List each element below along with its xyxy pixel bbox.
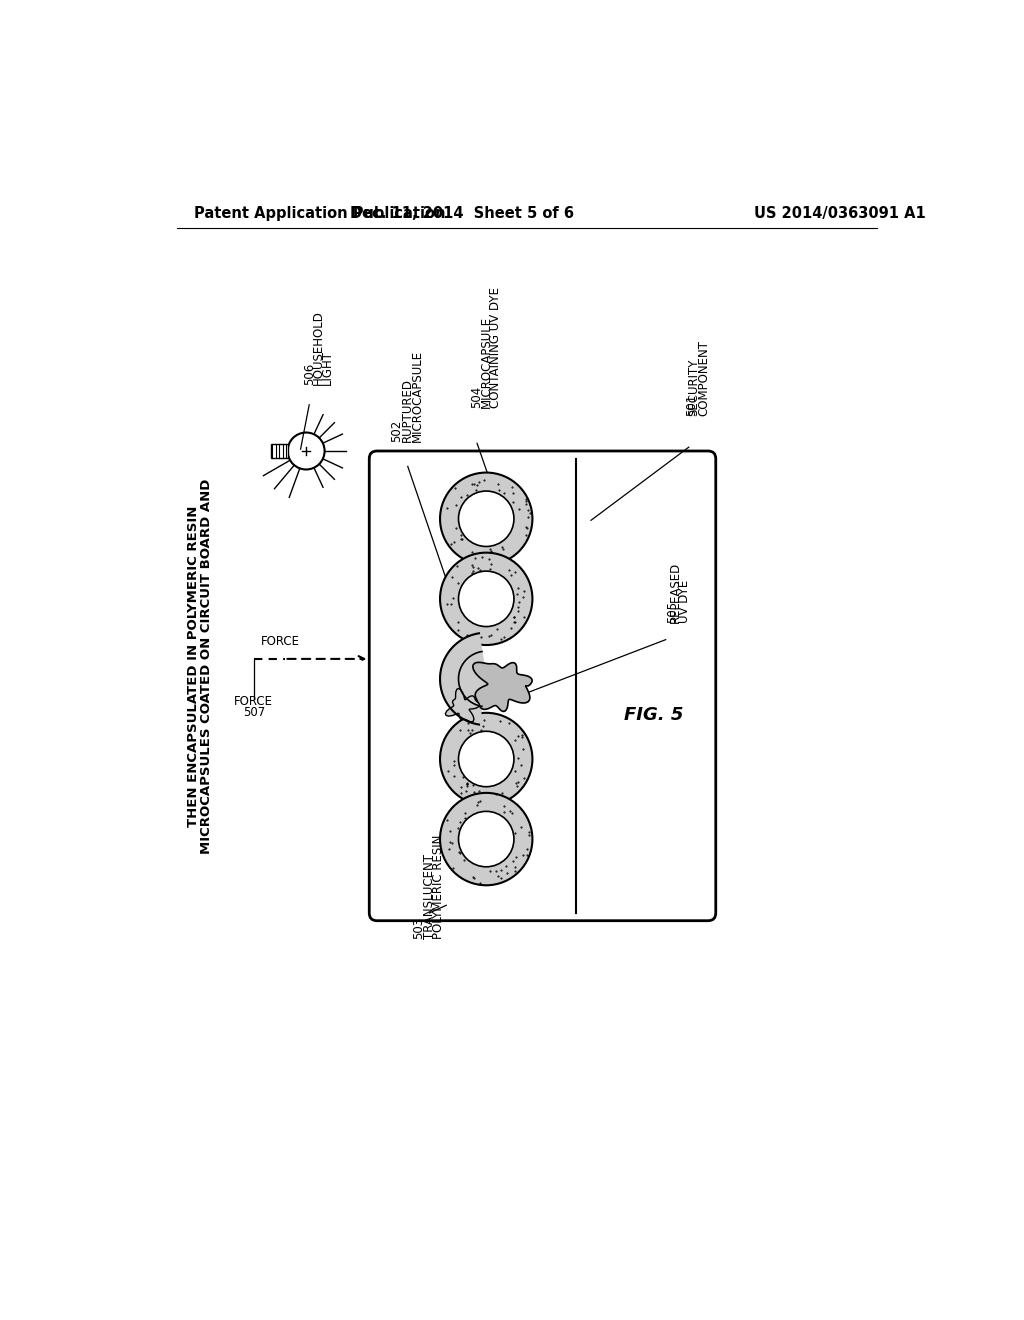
Text: RUPTURED: RUPTURED bbox=[401, 379, 415, 442]
Text: THEN ENCAPSULATED IN POLYMERIC RESIN: THEN ENCAPSULATED IN POLYMERIC RESIN bbox=[187, 506, 201, 828]
Circle shape bbox=[288, 433, 325, 470]
Circle shape bbox=[440, 713, 532, 805]
Text: HOUSEHOLD: HOUSEHOLD bbox=[312, 310, 325, 384]
Text: MICROCAPSULE: MICROCAPSULE bbox=[480, 315, 493, 408]
Text: 506: 506 bbox=[303, 363, 315, 384]
Text: Dec. 11, 2014  Sheet 5 of 6: Dec. 11, 2014 Sheet 5 of 6 bbox=[349, 206, 573, 222]
Circle shape bbox=[459, 572, 514, 627]
Circle shape bbox=[459, 491, 514, 546]
Text: 505: 505 bbox=[666, 602, 679, 623]
Circle shape bbox=[440, 473, 532, 565]
Polygon shape bbox=[440, 634, 486, 725]
Circle shape bbox=[440, 793, 532, 886]
Text: MICROCAPSULE: MICROCAPSULE bbox=[411, 350, 424, 442]
Text: COMPONENT: COMPONENT bbox=[697, 339, 710, 416]
Text: MICROCAPSULES COATED ON CIRCUIT BOARD AND: MICROCAPSULES COATED ON CIRCUIT BOARD AN… bbox=[200, 479, 213, 854]
Bar bbox=[270, 444, 288, 458]
Text: LIGHT: LIGHT bbox=[322, 350, 334, 384]
FancyBboxPatch shape bbox=[370, 451, 716, 921]
Text: SECURITY: SECURITY bbox=[688, 358, 700, 416]
Text: UV DYE: UV DYE bbox=[678, 581, 691, 623]
Text: FORCE: FORCE bbox=[261, 635, 300, 648]
Text: POLYMERIC RESIN: POLYMERIC RESIN bbox=[432, 834, 445, 939]
Polygon shape bbox=[445, 689, 479, 722]
Text: 501: 501 bbox=[685, 393, 698, 416]
Circle shape bbox=[440, 553, 532, 645]
Text: 504: 504 bbox=[471, 385, 483, 408]
Text: TRANSLUCENT: TRANSLUCENT bbox=[423, 854, 436, 939]
Circle shape bbox=[459, 812, 514, 867]
Text: 507: 507 bbox=[243, 706, 265, 719]
Text: US 2014/0363091 A1: US 2014/0363091 A1 bbox=[755, 206, 926, 222]
Text: 503: 503 bbox=[412, 917, 425, 939]
Text: CONTAINING UV DYE: CONTAINING UV DYE bbox=[489, 286, 502, 408]
Circle shape bbox=[459, 731, 514, 787]
Polygon shape bbox=[473, 663, 532, 711]
Text: FIG. 5: FIG. 5 bbox=[625, 706, 684, 725]
Text: 502: 502 bbox=[390, 420, 403, 442]
Text: FORCE: FORCE bbox=[234, 696, 273, 708]
Text: Patent Application Publication: Patent Application Publication bbox=[194, 206, 445, 222]
Text: RELEASED: RELEASED bbox=[669, 562, 681, 623]
